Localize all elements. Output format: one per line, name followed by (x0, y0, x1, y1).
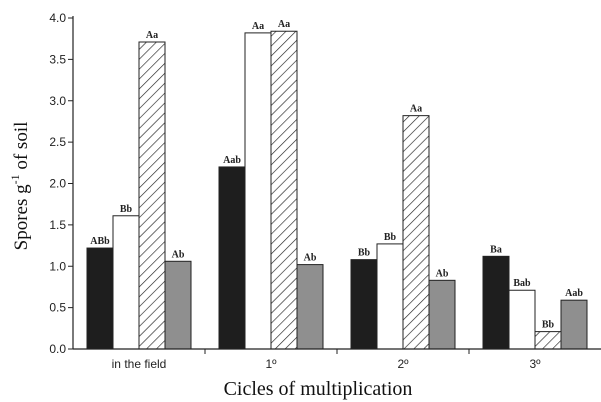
data-label: ABb (90, 236, 110, 247)
data-label: Bb (542, 320, 555, 331)
data-label: Aa (410, 104, 422, 115)
data-label: Ab (436, 268, 449, 279)
data-label: Ab (304, 253, 317, 264)
y-tick-label: 1.0 (49, 259, 66, 273)
y-tick-label: 1.5 (49, 218, 66, 232)
data-label: Bb (358, 248, 371, 259)
data-label: Aab (565, 288, 583, 299)
y-tick-label: 4.0 (49, 11, 66, 25)
data-label: Bb (120, 204, 133, 215)
bar (560, 299, 588, 350)
y-tick-label: 0.0 (49, 342, 66, 356)
y-tick-label: 2.5 (49, 135, 66, 149)
bar (482, 255, 510, 350)
bar (402, 115, 430, 350)
bar (112, 215, 140, 350)
x-axis-title: Cicles of multiplication (224, 378, 413, 400)
data-label: Aa (278, 19, 290, 30)
bar (244, 32, 272, 350)
bar (508, 289, 536, 350)
bar (428, 279, 456, 350)
bar (376, 243, 404, 350)
x-axis-ticks: in the field 1º 2º 3º (112, 349, 541, 371)
y-axis-title-superscript: -1 (8, 174, 22, 184)
y-tick-label: 3.5 (49, 52, 66, 66)
y-axis-title-main: Spores g (11, 184, 32, 250)
y-axis-title-tail: of soil (11, 122, 32, 175)
data-label: Aa (252, 21, 264, 32)
data-label: Ab (172, 249, 185, 260)
y-axis-ticks: 0.0 0.5 1.0 1.5 2.0 2.5 3.0 3.5 4.0 (49, 11, 73, 356)
data-label: Ba (490, 244, 502, 255)
x-tick-label: 1º (265, 357, 277, 371)
x-tick-label: 3º (529, 357, 541, 371)
bar (86, 247, 114, 350)
bar (270, 30, 298, 350)
y-axis-title: Spores g-1 of soil (8, 122, 32, 251)
bar (218, 166, 246, 350)
x-tick-label: 2º (397, 357, 409, 371)
y-tick-label: 2.0 (49, 177, 66, 191)
bar (296, 264, 324, 350)
data-label: Bb (384, 232, 397, 243)
data-label: Aab (223, 155, 241, 166)
y-tick-label: 3.0 (49, 94, 66, 108)
bar (534, 331, 562, 350)
bars (86, 30, 588, 350)
bar (350, 259, 378, 350)
data-labels: ABb Bb Aa Ab Aab Aa Aa Ab Bb Bb Aa Ab Ba Bab Bb Aab (90, 19, 583, 330)
x-tick-label: in the field (112, 357, 167, 371)
y-tick-label: 0.5 (49, 301, 66, 315)
data-label: Aa (146, 30, 158, 41)
bar (164, 260, 192, 350)
bar (138, 41, 166, 350)
data-label: Bab (513, 278, 531, 289)
